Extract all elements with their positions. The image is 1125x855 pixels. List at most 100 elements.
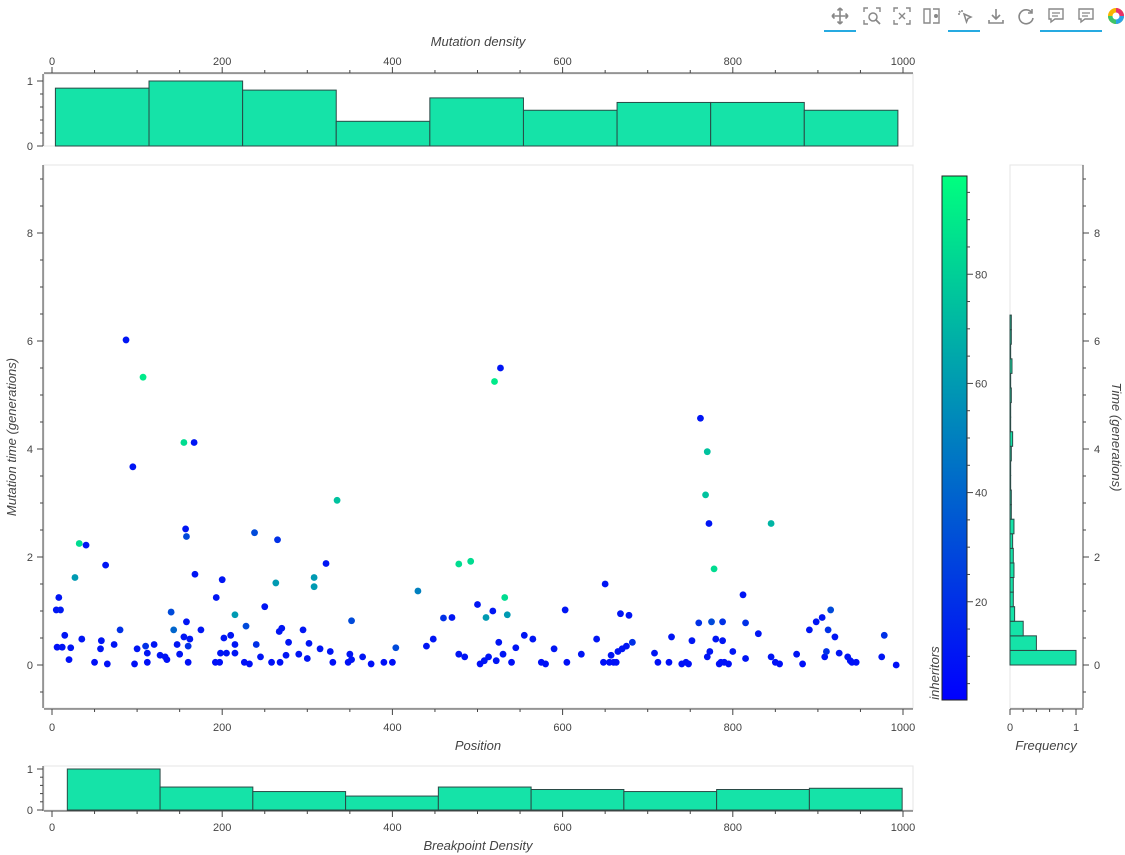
right-hist-bar bbox=[1009, 431, 1014, 447]
scatter-point bbox=[82, 541, 90, 549]
right-hist-y-tick-label: 8 bbox=[1094, 228, 1100, 240]
scatter-point bbox=[231, 649, 239, 657]
scatter-point bbox=[276, 658, 284, 666]
scatter-point bbox=[892, 661, 900, 669]
scatter-point bbox=[512, 644, 520, 652]
scatter-point bbox=[821, 653, 829, 661]
bottom-hist-bar bbox=[623, 791, 718, 811]
scatter-point bbox=[55, 594, 63, 601]
scatter-point bbox=[272, 579, 280, 587]
right-hist-y-tick-label: 6 bbox=[1094, 336, 1100, 348]
bottom-hist-bar bbox=[66, 768, 161, 811]
bottom-hist-y-tick-label: 1 bbox=[27, 764, 33, 776]
scatter-point bbox=[182, 525, 190, 533]
scatter-point bbox=[380, 658, 388, 666]
scatter-point bbox=[482, 614, 490, 621]
scatter-point bbox=[485, 653, 492, 661]
scatter-point bbox=[180, 633, 188, 641]
scatter-x-tick-label: 1000 bbox=[891, 722, 915, 734]
scatter-point bbox=[491, 378, 498, 385]
right-hist-bar bbox=[1009, 577, 1014, 593]
right-hist-bar bbox=[1009, 504, 1012, 520]
comment-tool-icon-2[interactable] bbox=[1070, 4, 1102, 32]
scatter-point bbox=[322, 560, 330, 567]
reset-zoom-tool-icon[interactable] bbox=[890, 4, 914, 28]
colorbar-tick-label: 40 bbox=[975, 488, 987, 500]
right-hist-bar bbox=[1009, 460, 1012, 476]
right-hist-y-label: Time (generations) bbox=[1109, 383, 1124, 492]
scatter-point bbox=[489, 607, 497, 615]
right-hist-bar bbox=[1009, 518, 1015, 535]
scatter-point bbox=[143, 649, 151, 657]
comment-tool-icon-1[interactable] bbox=[1040, 4, 1072, 32]
scatter-point bbox=[719, 618, 726, 626]
scatter-point bbox=[116, 626, 124, 634]
top-hist-bar bbox=[803, 109, 899, 147]
scatter-point bbox=[299, 626, 307, 634]
colorbar-tick-label: 20 bbox=[975, 597, 987, 609]
bokeh-logo-icon[interactable] bbox=[1104, 4, 1125, 28]
scatter-point bbox=[184, 642, 192, 650]
right-hist-bar bbox=[1009, 547, 1014, 564]
scatter-point bbox=[268, 658, 275, 666]
scatter-point bbox=[501, 594, 509, 601]
box-zoom-tool-icon[interactable] bbox=[860, 4, 884, 28]
scatter-point bbox=[542, 660, 549, 668]
scatter-point bbox=[310, 583, 318, 591]
scatter-x-tick-label: 600 bbox=[553, 722, 571, 734]
scatter-point bbox=[186, 635, 194, 643]
bottom-hist-bar bbox=[345, 795, 439, 811]
colorbar bbox=[941, 175, 968, 701]
scatter-x-tick-label: 200 bbox=[213, 722, 231, 734]
scatter-point bbox=[67, 644, 75, 652]
save-tool-icon[interactable] bbox=[984, 4, 1008, 28]
scatter-point bbox=[823, 648, 830, 655]
scatter-point bbox=[191, 570, 199, 578]
scatter-point bbox=[163, 656, 171, 663]
scatter-point bbox=[776, 660, 784, 668]
scatter-point bbox=[497, 364, 504, 372]
bottom-hist-x-tick-label: 400 bbox=[383, 822, 401, 834]
scatter-point bbox=[827, 606, 835, 614]
scatter-point bbox=[685, 660, 692, 668]
scatter-point bbox=[252, 641, 260, 648]
scatter-point bbox=[170, 626, 178, 634]
scatter-point bbox=[65, 656, 73, 663]
scatter-point bbox=[184, 658, 192, 666]
hover-tool-icon[interactable] bbox=[920, 4, 944, 28]
pan-tool-icon[interactable] bbox=[824, 4, 856, 32]
scatter-point bbox=[503, 611, 511, 619]
tap-tool-icon[interactable] bbox=[948, 4, 980, 32]
scatter-point bbox=[520, 631, 528, 639]
scatter-point bbox=[78, 635, 86, 643]
scatter-point bbox=[183, 618, 190, 626]
top-hist-bar bbox=[429, 97, 524, 147]
scatter-point bbox=[852, 658, 860, 666]
scatter-point bbox=[754, 630, 762, 638]
scatter-point bbox=[429, 635, 437, 643]
scatter-point bbox=[346, 650, 354, 658]
right-hist-y-tick-label: 4 bbox=[1094, 444, 1100, 456]
right-hist-y-tick-label: 2 bbox=[1094, 552, 1100, 564]
scatter-point bbox=[600, 658, 607, 666]
scatter-point bbox=[688, 637, 696, 645]
scatter-point bbox=[246, 660, 253, 668]
right-hist-bar bbox=[1009, 387, 1012, 404]
right-hist-bar bbox=[1009, 329, 1012, 345]
right-hist-bar bbox=[1009, 591, 1014, 608]
scatter-point bbox=[75, 540, 83, 547]
bottom-hist-bar bbox=[530, 789, 625, 811]
scatter-point bbox=[729, 648, 737, 655]
scatter-point bbox=[218, 576, 226, 584]
reset-tool-icon[interactable] bbox=[1014, 4, 1038, 28]
scatter-point bbox=[257, 653, 264, 661]
top-hist-x-tick-label: 0 bbox=[49, 56, 55, 68]
right-hist-bar bbox=[1009, 358, 1013, 374]
scatter-point bbox=[824, 626, 832, 634]
scatter-point bbox=[329, 658, 337, 666]
bottom-hist-y-tick-label: 0 bbox=[27, 805, 33, 817]
bottom-hist-x-label: Breakpoint Density bbox=[423, 838, 534, 853]
top-hist-x-tick-label: 400 bbox=[383, 56, 401, 68]
scatter-point bbox=[220, 634, 228, 642]
right-hist-bar bbox=[1009, 489, 1012, 506]
